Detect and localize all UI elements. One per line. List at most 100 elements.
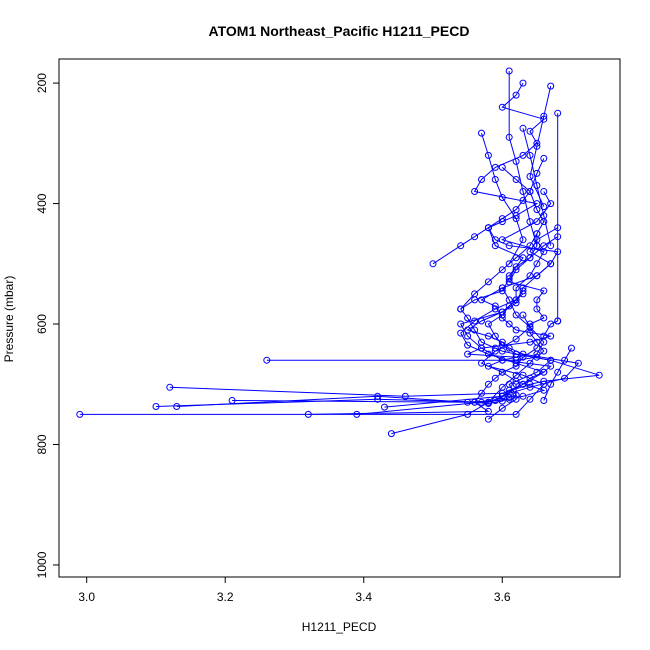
data-point bbox=[491, 344, 499, 352]
data-point bbox=[519, 197, 527, 204]
data-point bbox=[519, 371, 527, 379]
series-line-11 bbox=[460, 233, 538, 310]
data-point bbox=[304, 410, 312, 418]
data-point bbox=[547, 200, 555, 208]
data-point bbox=[498, 266, 506, 274]
data-point bbox=[478, 359, 485, 367]
data-point bbox=[526, 395, 534, 403]
data-point bbox=[374, 392, 382, 400]
data-point bbox=[478, 317, 485, 325]
chart-title: ATOM1 Northeast_Pacific H1211_PECD bbox=[209, 23, 470, 39]
data-point bbox=[505, 67, 513, 75]
data-point bbox=[547, 356, 555, 364]
data-point bbox=[498, 308, 506, 316]
data-point bbox=[76, 410, 84, 418]
data-point bbox=[512, 362, 520, 370]
data-point bbox=[519, 392, 527, 400]
data-point bbox=[471, 398, 479, 406]
data-point bbox=[519, 353, 527, 361]
data-point bbox=[491, 347, 499, 355]
data-point bbox=[519, 188, 527, 195]
data-point bbox=[464, 410, 472, 418]
x-tick-label: 3.2 bbox=[217, 590, 234, 604]
data-point bbox=[547, 320, 555, 328]
data-point bbox=[533, 218, 541, 226]
data-point bbox=[568, 344, 575, 352]
data-point bbox=[533, 350, 541, 358]
plot-points bbox=[76, 67, 603, 438]
data-point bbox=[505, 272, 513, 280]
data-point bbox=[533, 260, 541, 268]
data-point bbox=[478, 398, 485, 406]
data-point bbox=[540, 188, 548, 195]
data-point bbox=[498, 392, 506, 400]
data-point bbox=[519, 350, 527, 358]
data-point bbox=[491, 176, 499, 183]
data-point bbox=[540, 314, 548, 322]
data-point bbox=[498, 218, 506, 226]
data-point bbox=[512, 371, 520, 379]
data-point bbox=[512, 263, 520, 271]
data-point bbox=[526, 127, 534, 135]
y-axis-label: Pressure (mbar) bbox=[2, 276, 16, 363]
x-tick-label: 3.4 bbox=[355, 590, 372, 604]
data-point bbox=[471, 290, 479, 298]
data-point bbox=[540, 338, 548, 346]
data-point bbox=[547, 82, 555, 90]
data-point bbox=[471, 188, 479, 195]
data-point bbox=[498, 397, 506, 405]
data-point bbox=[471, 233, 479, 241]
data-point bbox=[505, 344, 513, 352]
data-point bbox=[464, 326, 472, 334]
data-point bbox=[512, 410, 520, 418]
data-point bbox=[519, 236, 527, 244]
data-point bbox=[526, 383, 534, 391]
data-point bbox=[554, 368, 562, 376]
series-line-4 bbox=[232, 293, 552, 405]
data-point bbox=[166, 383, 174, 391]
data-point bbox=[491, 397, 499, 404]
data-point bbox=[498, 287, 506, 295]
series-line-14 bbox=[522, 128, 552, 246]
series-line-13 bbox=[508, 71, 538, 246]
data-point bbox=[512, 299, 520, 307]
data-point bbox=[505, 242, 513, 250]
data-point bbox=[484, 407, 492, 415]
data-point bbox=[540, 112, 548, 120]
data-point bbox=[554, 317, 562, 325]
data-point bbox=[498, 163, 506, 171]
data-point bbox=[512, 391, 520, 399]
data-point bbox=[512, 284, 520, 292]
data-point bbox=[512, 91, 520, 99]
series-line-12 bbox=[481, 132, 524, 265]
data-point bbox=[498, 215, 506, 223]
data-point bbox=[547, 242, 555, 250]
data-point bbox=[526, 218, 534, 226]
data-point bbox=[505, 296, 513, 304]
data-point bbox=[540, 377, 548, 385]
data-point bbox=[526, 173, 534, 180]
y-tick-label: 600 bbox=[35, 314, 49, 334]
data-point bbox=[484, 362, 492, 370]
data-point bbox=[498, 341, 506, 349]
data-point bbox=[484, 224, 492, 232]
data-point bbox=[533, 182, 541, 189]
data-point bbox=[498, 103, 506, 111]
data-point bbox=[484, 151, 492, 159]
data-point bbox=[457, 305, 465, 313]
series-line-19 bbox=[487, 221, 524, 277]
data-point bbox=[484, 415, 492, 423]
data-point bbox=[498, 284, 506, 292]
data-point bbox=[505, 275, 513, 283]
data-point bbox=[505, 133, 513, 141]
data-point bbox=[505, 380, 513, 388]
data-point bbox=[540, 212, 548, 220]
data-point bbox=[533, 142, 541, 150]
data-point bbox=[498, 383, 506, 391]
data-point bbox=[512, 395, 520, 403]
data-point bbox=[263, 356, 271, 364]
data-point bbox=[429, 260, 437, 268]
data-point bbox=[533, 139, 541, 147]
series-line-3 bbox=[169, 236, 600, 397]
